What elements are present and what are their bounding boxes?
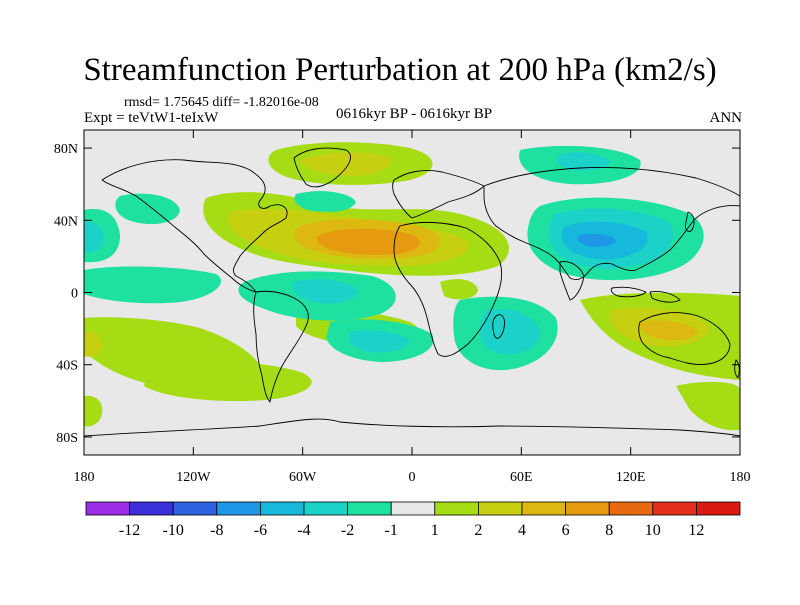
- contour-region: [577, 233, 616, 247]
- contour-region: [84, 395, 103, 427]
- colorbar-label: 1: [431, 522, 439, 539]
- colorbar-swatch: [608, 501, 654, 516]
- colorbar-label: -12: [119, 522, 140, 539]
- coastline-europe: [392, 169, 485, 219]
- lat-tick-label: 40N: [54, 214, 78, 229]
- contour-region: [144, 361, 312, 402]
- lat-tick-label: 80N: [54, 142, 78, 157]
- contour-region: [639, 320, 698, 340]
- colorbar-swatch: [129, 501, 174, 516]
- coastline-india: [559, 261, 585, 301]
- colorbar-swatch: [303, 501, 348, 516]
- coastline-japan: [685, 211, 695, 233]
- colorbar-swatch: [652, 501, 697, 516]
- coastline-greenland: [293, 147, 351, 188]
- lon-tick-label: 180: [730, 470, 751, 485]
- latitude-axis: 80N 40N 0 40S 80S: [54, 142, 740, 446]
- colorbar-label: 4: [518, 522, 526, 539]
- lon-tick-label: 60E: [510, 470, 533, 485]
- period-line: 0616kyr BP - 0616kyr BP: [335, 106, 493, 122]
- colorbar-swatch: [85, 501, 130, 516]
- contour-region: [84, 266, 222, 304]
- colorbar-label: -4: [297, 522, 310, 539]
- contour-fill-regions: [84, 142, 740, 431]
- colorbar-label: -8: [210, 522, 223, 539]
- colorbar-label: 2: [474, 522, 482, 539]
- map-panel: [84, 130, 740, 455]
- colorbar-label: -1: [385, 522, 398, 539]
- colorbar-swatch: [696, 501, 741, 516]
- contour-region: [440, 279, 478, 300]
- coastline-australia: [638, 312, 731, 365]
- contour-region: [294, 191, 356, 212]
- lon-tick-label: 180: [74, 470, 95, 485]
- colorbar-swatch: [477, 501, 523, 516]
- colorbar-label: -2: [341, 522, 354, 539]
- contour-region: [292, 279, 358, 304]
- longitude-axis: 180 120W 60W 0 60E 120E 180: [74, 130, 751, 485]
- contour-region: [115, 193, 180, 225]
- colorbar-swatch: [172, 501, 218, 516]
- contour-region: [300, 152, 392, 176]
- colorbar-swatch: [521, 501, 566, 516]
- experiment-line: Expt = teVtW1-teIxW: [84, 110, 219, 126]
- contour-region: [557, 152, 610, 171]
- figure-title: Streamfunction Perturbation at 200 hPa (…: [83, 52, 717, 88]
- lon-tick-label: 0: [409, 470, 416, 485]
- colorbar-label: 12: [688, 522, 704, 539]
- colorbar-swatch: [259, 501, 305, 516]
- colorbar: -12 -10 -8 -6 -4 -2 -1 1 2 4 6 8 10 12: [85, 501, 741, 539]
- coastline-madagascar: [492, 314, 505, 339]
- coastline-africa: [393, 221, 503, 357]
- contour-region: [84, 331, 103, 357]
- colorbar-label: -10: [163, 522, 184, 539]
- colorbar-swatch: [216, 501, 261, 516]
- coastline-antarctica: [84, 418, 740, 437]
- stats-line: rmsd= 1.75645 diff= -1.82016e-08: [124, 95, 319, 110]
- coastlines: [84, 147, 740, 437]
- lon-tick-label: 120W: [176, 470, 211, 485]
- coastline-north-america: [101, 159, 288, 293]
- colorbar-swatch: [565, 501, 610, 516]
- colorbar-swatch: [347, 501, 392, 516]
- contour-region: [676, 381, 740, 431]
- colorbar-label: 8: [605, 522, 613, 539]
- lon-tick-label: 120E: [616, 470, 646, 485]
- contour-region: [479, 309, 540, 355]
- colorbar-label: 10: [645, 522, 661, 539]
- coastline-south-america: [253, 290, 309, 403]
- contour-region: [84, 221, 104, 253]
- lat-tick-label: 0: [71, 287, 78, 302]
- contour-region: [348, 330, 410, 353]
- colorbar-swatch: [434, 501, 479, 516]
- colorbar-label: 6: [562, 522, 570, 539]
- coastline-asia: [483, 167, 740, 281]
- lon-tick-label: 60W: [289, 470, 317, 485]
- lat-tick-label: 40S: [56, 359, 78, 374]
- season-label: ANN: [709, 110, 743, 126]
- coastline-indonesia: [610, 286, 681, 303]
- lat-tick-label: 80S: [56, 431, 78, 446]
- colorbar-label: -6: [254, 522, 267, 539]
- colorbar-swatch: [390, 501, 436, 516]
